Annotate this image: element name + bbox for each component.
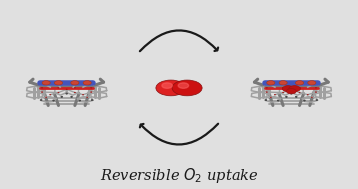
Circle shape	[291, 89, 292, 90]
Circle shape	[267, 81, 275, 85]
Circle shape	[66, 89, 67, 90]
Circle shape	[282, 87, 284, 88]
Circle shape	[295, 81, 304, 85]
Circle shape	[42, 81, 50, 85]
Circle shape	[74, 92, 76, 93]
Circle shape	[315, 87, 317, 88]
Circle shape	[299, 92, 300, 93]
Text: Reversible $O_2$ uptake: Reversible $O_2$ uptake	[100, 166, 258, 184]
Circle shape	[304, 100, 305, 101]
Circle shape	[87, 97, 88, 98]
Circle shape	[41, 87, 43, 88]
Circle shape	[279, 81, 287, 85]
Circle shape	[291, 93, 292, 94]
Circle shape	[286, 89, 296, 94]
Circle shape	[83, 81, 91, 85]
Circle shape	[311, 97, 313, 98]
Circle shape	[274, 94, 276, 95]
Circle shape	[289, 86, 300, 92]
Circle shape	[53, 100, 54, 101]
Circle shape	[54, 81, 63, 85]
Circle shape	[79, 100, 80, 101]
Circle shape	[45, 97, 47, 98]
Circle shape	[282, 92, 284, 93]
Circle shape	[282, 86, 294, 92]
Circle shape	[307, 94, 308, 95]
Circle shape	[308, 81, 316, 85]
Circle shape	[58, 87, 59, 88]
Circle shape	[91, 87, 92, 88]
Circle shape	[156, 80, 186, 96]
Circle shape	[266, 87, 267, 88]
Circle shape	[74, 87, 76, 88]
Circle shape	[58, 92, 59, 93]
Circle shape	[299, 87, 300, 88]
Circle shape	[71, 81, 79, 85]
Circle shape	[66, 93, 67, 94]
Circle shape	[270, 97, 271, 98]
Circle shape	[278, 100, 279, 101]
Circle shape	[82, 94, 84, 95]
Circle shape	[50, 94, 51, 95]
Circle shape	[178, 83, 189, 88]
Circle shape	[172, 80, 202, 96]
Circle shape	[162, 83, 172, 88]
